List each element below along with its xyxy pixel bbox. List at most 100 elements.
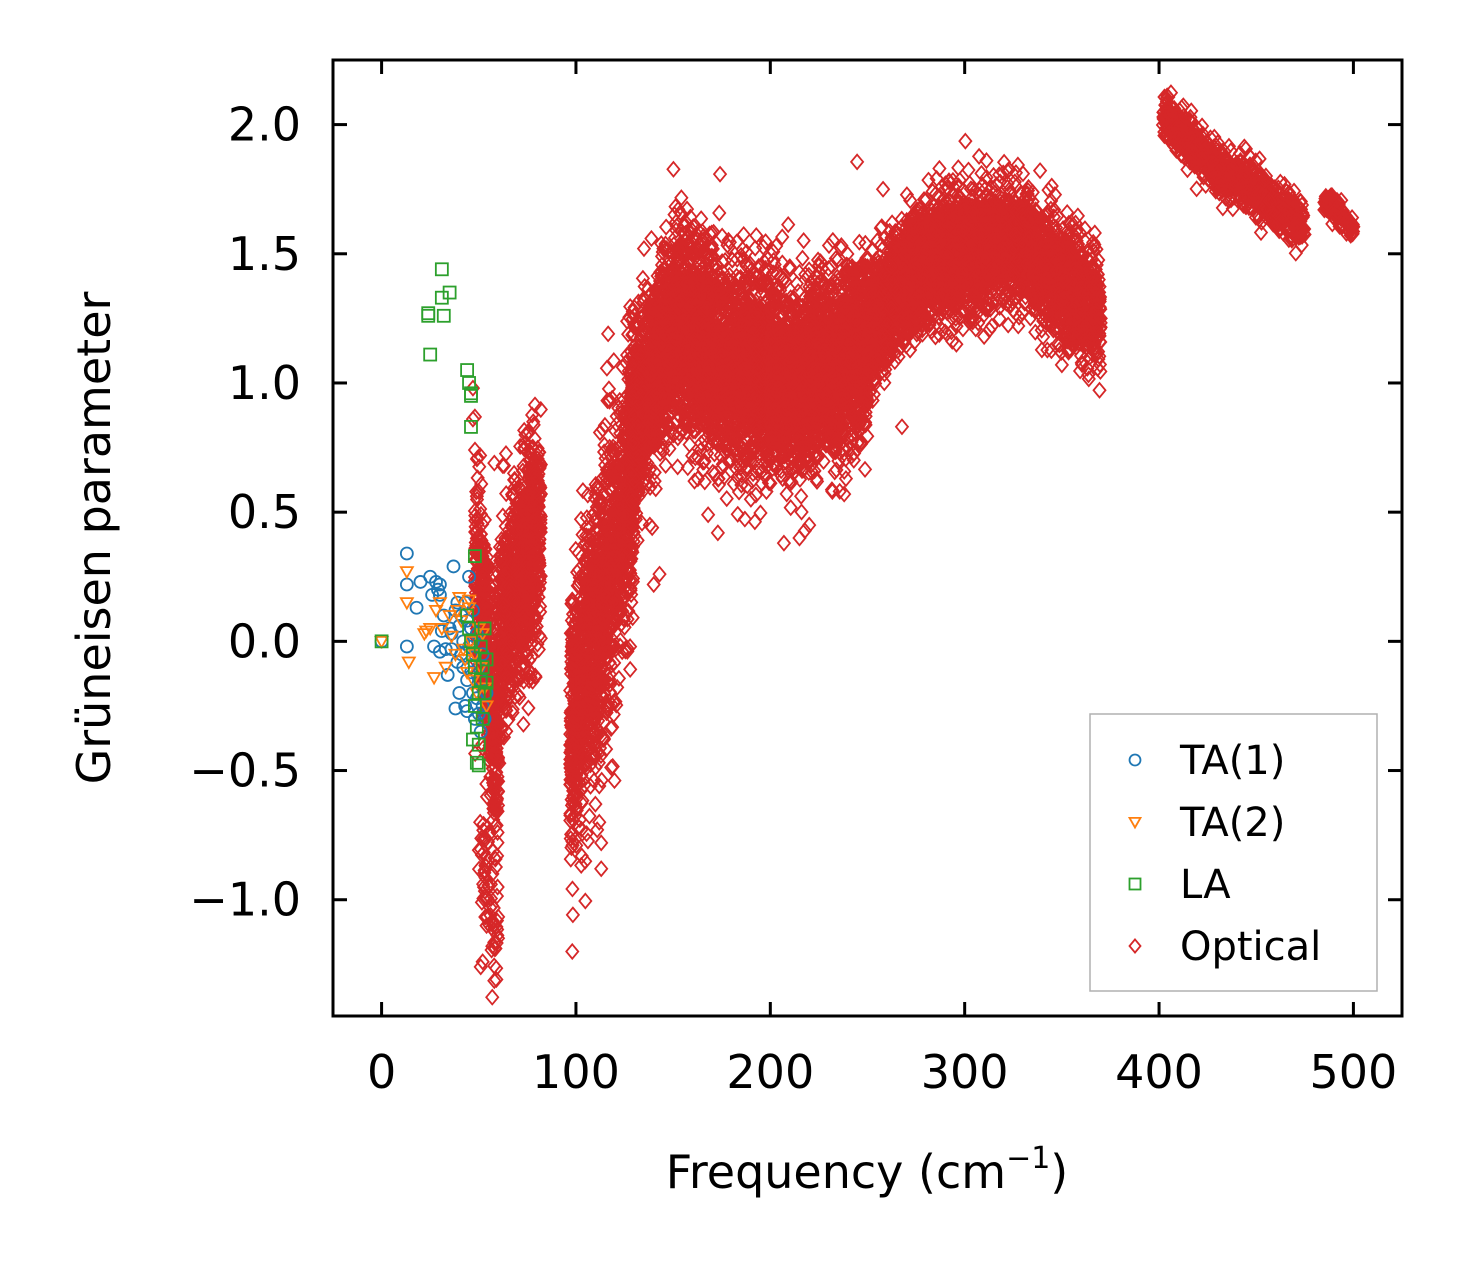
data-point	[579, 825, 594, 843]
data-point	[520, 633, 535, 651]
data-point	[483, 745, 498, 763]
data-point	[533, 400, 548, 419]
data-point	[505, 671, 520, 689]
data-point	[521, 531, 536, 549]
data-point	[524, 571, 539, 589]
data-point	[488, 939, 503, 958]
data-point	[471, 860, 487, 878]
data-point	[527, 612, 543, 630]
data-point	[473, 525, 488, 543]
data-point	[517, 434, 532, 453]
data-point	[478, 908, 493, 926]
data-point	[624, 593, 639, 611]
data-point	[495, 613, 511, 631]
data-point	[489, 802, 504, 820]
data-point	[712, 204, 727, 222]
data-point	[472, 813, 488, 831]
data-point	[492, 547, 508, 565]
data-point	[493, 689, 508, 707]
data-point	[504, 633, 519, 651]
data-point	[525, 672, 540, 690]
data-point	[666, 160, 681, 178]
data-point	[499, 701, 514, 719]
data-point	[503, 588, 518, 607]
data-point	[488, 817, 503, 835]
data-point	[486, 771, 501, 789]
data-point	[476, 843, 491, 862]
data-point	[489, 800, 504, 818]
data-point	[493, 655, 508, 673]
data-point	[507, 471, 523, 489]
data-point	[527, 625, 543, 643]
data-point	[563, 805, 578, 823]
data-point	[506, 539, 522, 557]
data-point	[512, 549, 527, 567]
data-point	[506, 590, 522, 608]
data-point	[499, 646, 515, 664]
data-point	[622, 638, 638, 656]
data-point	[520, 553, 536, 571]
data-point	[531, 640, 546, 659]
data-point	[598, 740, 614, 758]
data-point	[515, 521, 530, 539]
data-point	[467, 408, 483, 426]
data-point	[518, 530, 533, 549]
data-point	[600, 325, 616, 343]
data-point	[501, 527, 516, 545]
data-point	[487, 972, 502, 990]
data-point	[511, 595, 527, 614]
data-point	[493, 719, 509, 737]
data-point	[476, 815, 491, 833]
data-point	[526, 413, 541, 431]
data-point	[487, 933, 502, 952]
data-point	[515, 628, 531, 647]
data-point	[531, 476, 546, 495]
data-point	[565, 942, 580, 961]
data-point	[474, 568, 489, 587]
data-point	[492, 680, 508, 698]
data-point	[506, 508, 521, 526]
data-point	[468, 506, 483, 525]
data-point	[523, 450, 539, 468]
data-point	[520, 460, 536, 478]
data-point	[578, 892, 593, 910]
data-point	[581, 527, 596, 546]
data-point	[521, 699, 536, 717]
data-point	[519, 515, 534, 533]
data-point	[574, 856, 589, 875]
data-point	[481, 851, 496, 869]
data-point	[509, 494, 524, 512]
data-point	[515, 462, 530, 480]
data-point	[524, 664, 539, 682]
data-point	[565, 880, 580, 898]
data-point	[491, 574, 506, 592]
data-point	[531, 452, 546, 471]
data-point	[481, 724, 496, 742]
data-point	[509, 575, 524, 594]
data-point	[490, 908, 506, 926]
data-point	[523, 443, 538, 461]
data-point	[472, 458, 487, 476]
data-point	[528, 574, 543, 592]
data-point	[496, 596, 511, 614]
data-point	[532, 486, 547, 505]
data-point	[512, 688, 527, 707]
data-point	[712, 165, 728, 183]
data-point	[478, 600, 493, 619]
data-point	[492, 754, 507, 772]
data-point	[469, 529, 484, 548]
data-point	[528, 667, 543, 685]
data-point	[516, 715, 531, 733]
data-point	[469, 487, 485, 505]
data-point	[747, 513, 763, 531]
data-point	[473, 840, 489, 858]
data-point	[592, 423, 608, 442]
data-point	[480, 556, 495, 574]
data-point	[565, 906, 581, 924]
data-point	[532, 557, 547, 575]
data-point	[498, 660, 513, 678]
data-point	[513, 437, 528, 455]
data-point	[474, 475, 489, 493]
data-point	[468, 539, 484, 557]
data-point	[485, 988, 500, 1006]
